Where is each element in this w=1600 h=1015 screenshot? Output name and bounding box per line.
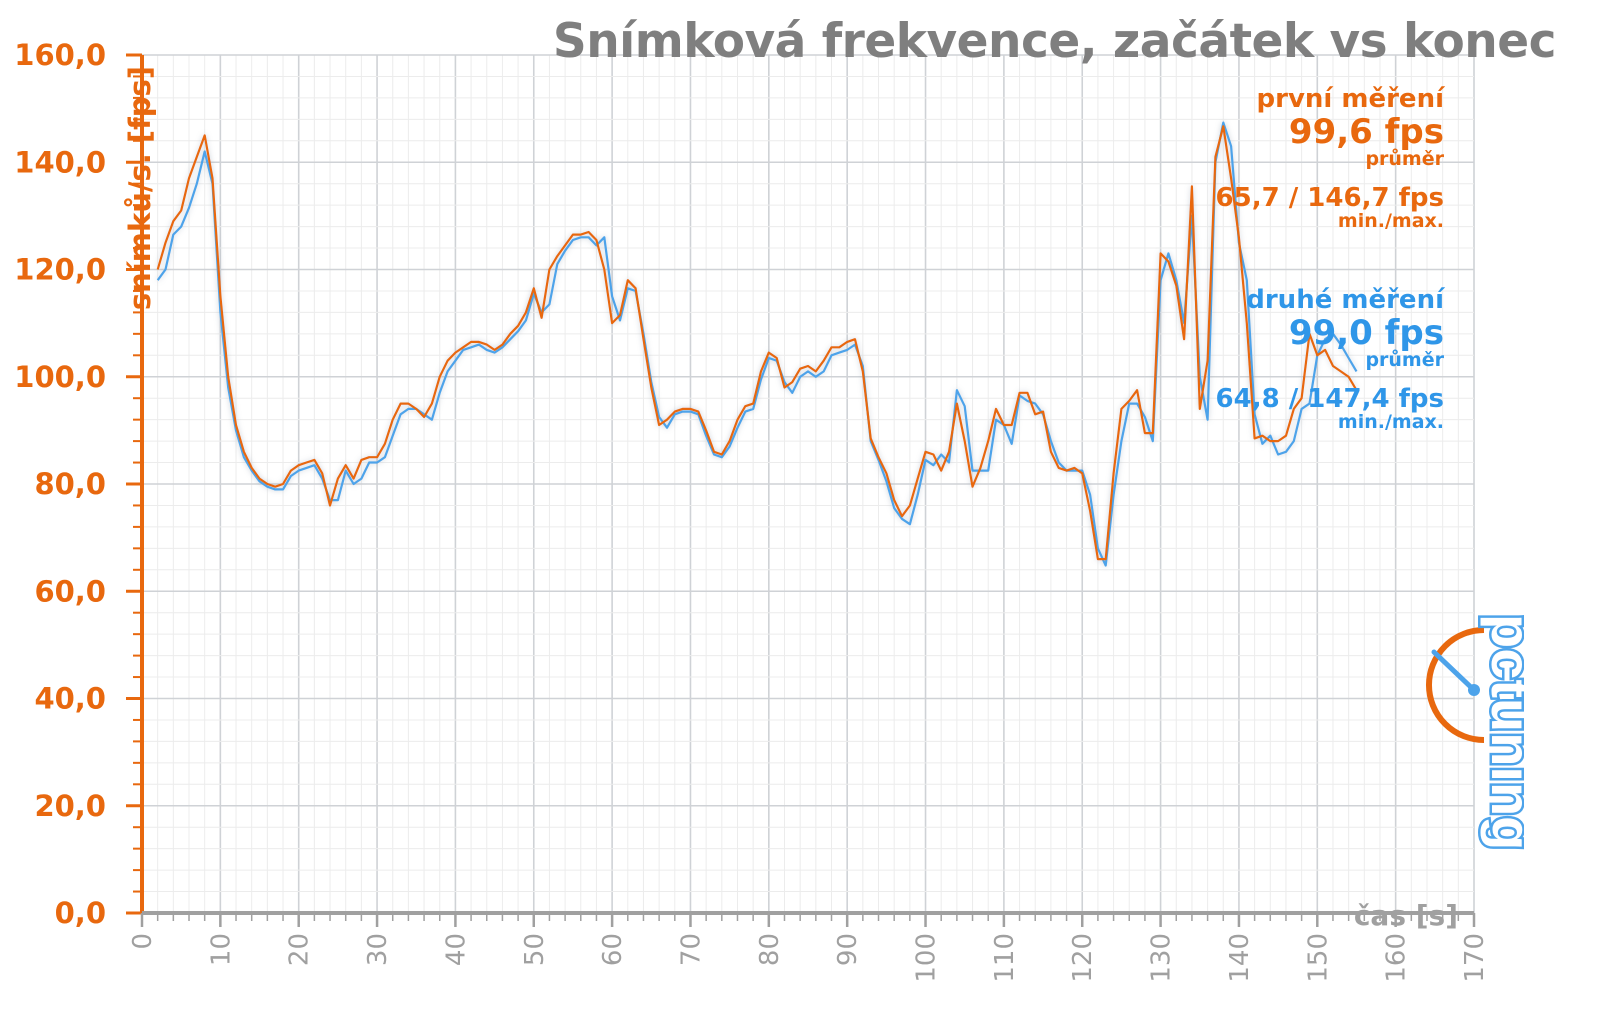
second-avg-value: 99,0 fps — [1288, 313, 1444, 353]
first-avg-value: 99,6 fps — [1288, 112, 1444, 152]
y-tick-label: 100,0 — [14, 360, 106, 394]
y-tick-label: 20,0 — [34, 789, 106, 823]
y-tick-label: 60,0 — [34, 574, 106, 608]
second-minmax-label: min./max. — [1337, 411, 1444, 433]
x-tick-label: 0 — [128, 933, 158, 950]
first-measurement-annotation: první měření 99,6 fps průměr 65,7 / 146,… — [1215, 84, 1444, 232]
x-tick-label: 170 — [1460, 933, 1490, 983]
x-tick-label: 80 — [755, 933, 785, 966]
x-tick-label: 40 — [441, 933, 471, 966]
x-tick-label: 130 — [1147, 933, 1177, 983]
axes — [126, 53, 1476, 927]
second-measurement-annotation: druhé měření 99,0 fps průměr 64,8 / 147,… — [1215, 285, 1444, 433]
y-tick-label: 120,0 — [14, 253, 106, 287]
x-tick-label: 100 — [912, 933, 942, 983]
x-tick-label: 90 — [833, 933, 863, 966]
x-tick-label: 150 — [1303, 933, 1333, 983]
x-tick-label: 20 — [285, 933, 315, 966]
y-tick-label: 0,0 — [55, 896, 106, 930]
x-tick-label: 30 — [363, 933, 393, 966]
grid-lines — [141, 54, 1475, 914]
x-tick-label: 120 — [1068, 933, 1098, 983]
first-avg-label: průměr — [1365, 148, 1444, 170]
second-avg-label: průměr — [1365, 349, 1444, 371]
x-tick-label: 60 — [598, 933, 628, 966]
y-axis-title: snímků/s. [fps] — [123, 66, 157, 310]
x-tick-label: 50 — [520, 933, 550, 966]
y-tick-label: 40,0 — [34, 682, 106, 716]
x-tick-label: 160 — [1382, 933, 1412, 983]
axis-labels: 0,0 20,0 40,0 60,0 80,0 100,0 120,0 140,0 160,0 0… — [14, 38, 1490, 983]
y-tick-label: 80,0 — [34, 467, 106, 501]
first-minmax-value: 65,7 / 146,7 fps — [1215, 183, 1444, 213]
x-tick-label: 140 — [1225, 933, 1255, 983]
y-tick-label: 140,0 — [14, 145, 106, 179]
second-measurement-label: druhé měření — [1246, 285, 1444, 315]
pctuning-logo: pctuning — [1426, 612, 1524, 853]
chart-title: Snímková frekvence, začátek vs konec — [552, 14, 1557, 69]
series-lines — [156, 121, 1358, 567]
x-tick-label: 10 — [206, 933, 236, 966]
x-axis-title: čas [s] — [1354, 899, 1458, 932]
x-tick-label: 110 — [990, 933, 1020, 983]
x-tick-label: 70 — [676, 933, 706, 966]
first-measurement-label: první měření — [1256, 84, 1444, 114]
second-minmax-value: 64,8 / 147,4 fps — [1215, 384, 1444, 414]
series-line-first — [156, 125, 1358, 561]
y-tick-label: 160,0 — [14, 38, 106, 72]
first-minmax-label: min./max. — [1337, 210, 1444, 232]
logo-text: pctuning — [1480, 614, 1524, 850]
